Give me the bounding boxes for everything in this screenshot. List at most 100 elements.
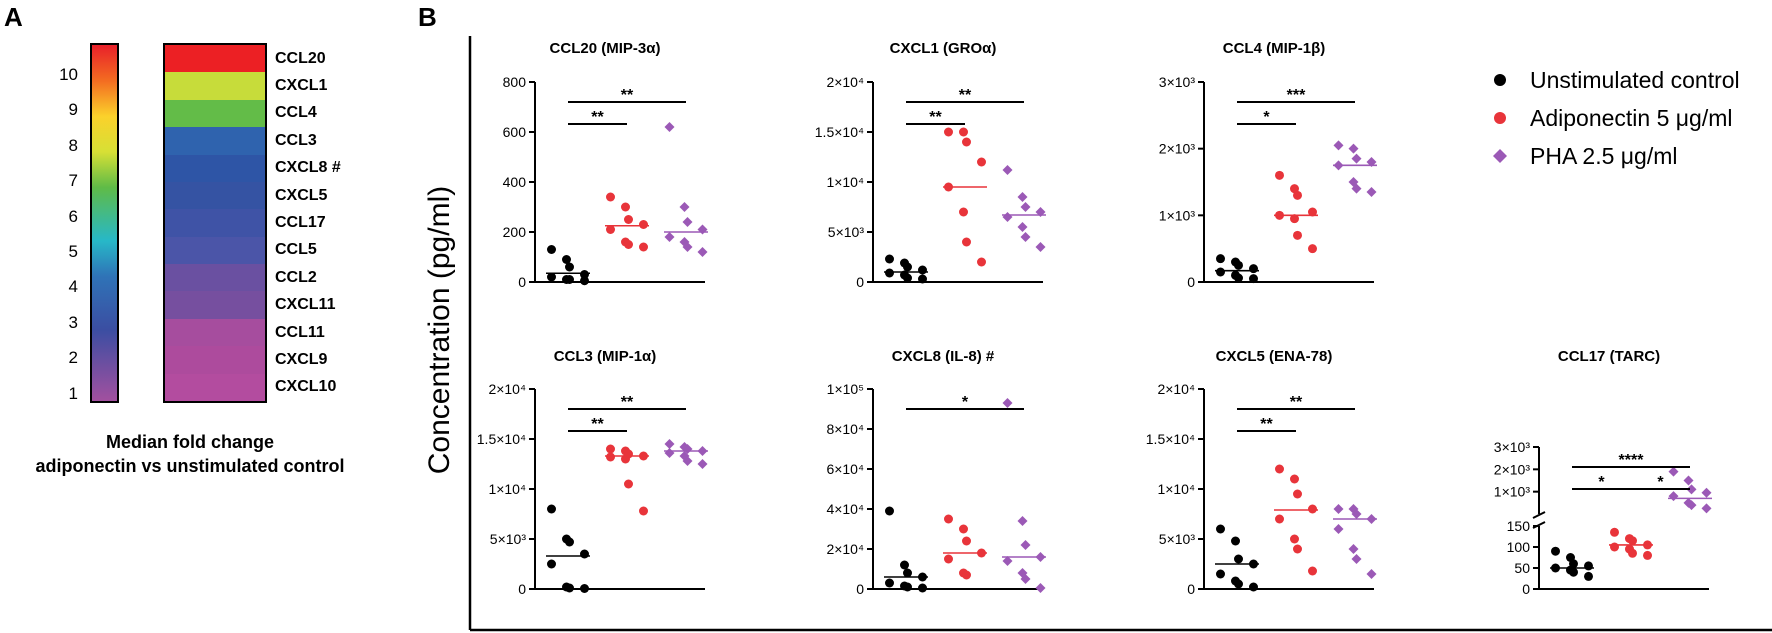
data-point xyxy=(1584,571,1593,581)
data-point xyxy=(639,506,648,516)
data-point xyxy=(918,265,927,275)
data-point xyxy=(1610,527,1619,537)
y-tick-label: 0 xyxy=(856,581,864,597)
y-tick-label: 5×10³ xyxy=(490,531,527,547)
colorbar-tick-label: 4 xyxy=(68,277,78,297)
data-point xyxy=(562,255,571,264)
data-point xyxy=(1610,542,1619,552)
data-point xyxy=(1351,153,1362,164)
heatmap-row-label: CCL11 xyxy=(275,323,325,341)
legend-marker xyxy=(1494,74,1506,86)
data-point xyxy=(1216,254,1225,264)
data-point xyxy=(565,537,574,547)
scatter-plot: 0 2×10⁴ 4×10⁴ 6×10⁴ 8×10⁴ 1×10⁵ CXCL8 (IL-8) #… xyxy=(826,348,1046,597)
y-tick-label: 0 xyxy=(1522,581,1530,597)
y-tick-label: 200 xyxy=(503,224,527,240)
heatmap-cell xyxy=(165,181,265,210)
plot-title: CXCL5 (ENA-78) xyxy=(1216,348,1333,365)
y-tick-label: 600 xyxy=(503,124,527,140)
heatmap-cell xyxy=(165,264,265,292)
y-tick-label: 5×10³ xyxy=(828,224,865,240)
data-point xyxy=(1308,207,1317,217)
data-point xyxy=(918,583,927,593)
data-point xyxy=(1017,222,1028,232)
data-point xyxy=(1351,554,1362,564)
heatmap-row-label: CCL3 xyxy=(275,131,317,149)
heatmap-row-label: CCL4 xyxy=(275,104,317,122)
heatmap xyxy=(163,43,267,403)
data-point xyxy=(606,452,615,462)
data-point xyxy=(1020,574,1031,584)
heatmap-cell xyxy=(165,291,265,320)
data-point xyxy=(1348,544,1359,554)
y-tick-label: 50 xyxy=(1514,560,1530,576)
data-point xyxy=(624,479,633,489)
data-point xyxy=(664,232,675,242)
panel-a-letter: A xyxy=(4,2,23,32)
data-point xyxy=(1017,516,1028,526)
plot-title: CCL20 (MIP-3α) xyxy=(550,40,661,57)
data-point xyxy=(1668,466,1679,477)
data-point xyxy=(977,157,986,167)
data-point xyxy=(606,192,615,202)
significance-label: * xyxy=(962,394,969,411)
data-point xyxy=(682,217,693,227)
data-point xyxy=(624,215,633,224)
panel-b-letter: B xyxy=(418,2,437,32)
data-point xyxy=(944,514,953,524)
scatter-plot: 0 200 400 600 800 CCL20 (MIP-3α) ** ** xyxy=(503,40,708,290)
heatmap-row-label: CXCL5 xyxy=(275,186,328,204)
y-tick-label: 2×10⁴ xyxy=(488,381,526,397)
data-point xyxy=(885,268,894,278)
data-point xyxy=(977,257,986,267)
heatmap-row-label: CXCL10 xyxy=(275,378,337,396)
heatmap-cell xyxy=(165,45,265,73)
y-tick-label: 100 xyxy=(1507,539,1531,555)
colorbar-tick-label: 9 xyxy=(68,100,78,120)
y-tick-label: 0 xyxy=(856,274,864,290)
data-point xyxy=(1035,242,1046,252)
scatter-plot: 0 5×10³ 1×10⁴ 1.5×10⁴ 2×10⁴ CCL3 (MIP-1α) ** ** xyxy=(477,348,708,597)
data-point xyxy=(1366,569,1377,579)
heatmap-cell xyxy=(165,99,265,128)
data-point xyxy=(679,202,690,212)
data-point xyxy=(1348,143,1359,154)
data-point xyxy=(1002,398,1013,408)
data-point xyxy=(1701,503,1712,514)
significance-label: ** xyxy=(959,87,972,104)
y-tick-label: 2×10³ xyxy=(1159,141,1196,157)
data-point xyxy=(1275,514,1284,524)
data-point xyxy=(1366,157,1377,167)
significance-label: * xyxy=(1598,474,1605,491)
data-point xyxy=(1701,487,1712,498)
data-point xyxy=(962,137,971,147)
plot-title: CXCL1 (GROα) xyxy=(890,40,997,57)
y-tick-label: 1×10⁴ xyxy=(1157,481,1195,497)
data-point xyxy=(1351,183,1362,194)
colorbar-tick-label: 8 xyxy=(68,135,78,155)
colorbar xyxy=(90,43,119,403)
data-point xyxy=(959,127,968,137)
y-tick-label: 1.5×10⁴ xyxy=(477,431,526,447)
data-point xyxy=(639,242,648,252)
data-point xyxy=(1686,500,1697,511)
y-tick-label: 0 xyxy=(518,581,526,597)
data-point xyxy=(697,247,708,257)
data-point xyxy=(1020,540,1031,550)
data-point xyxy=(1234,273,1243,283)
data-point xyxy=(580,549,589,559)
data-point xyxy=(1020,232,1031,242)
data-point xyxy=(1017,192,1028,202)
data-point xyxy=(1293,489,1302,499)
y-tick-label: 6×10⁴ xyxy=(826,461,864,477)
y-tick-label: 150 xyxy=(1507,518,1531,534)
colorbar-tick-label: 2 xyxy=(68,348,78,368)
data-point xyxy=(903,568,912,578)
data-point xyxy=(885,578,894,588)
heatmap-row-label: CCL5 xyxy=(275,241,317,259)
significance-label: ** xyxy=(591,416,604,433)
data-point xyxy=(1290,534,1299,544)
heatmap-cell xyxy=(165,236,265,265)
plot-title: CXCL8 (IL-8) # xyxy=(892,348,995,365)
